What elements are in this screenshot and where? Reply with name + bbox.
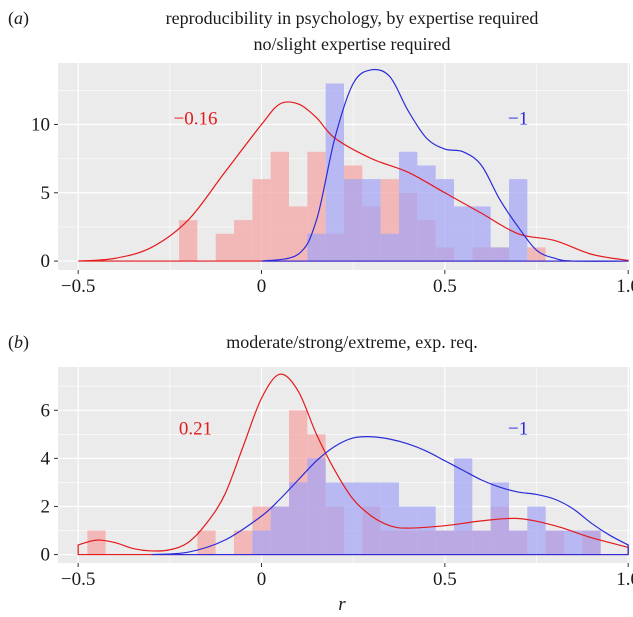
panel-a-blue-bar <box>380 233 399 262</box>
panel-b-red-density-curve <box>77 373 629 556</box>
panel-a-blue-bar <box>509 179 528 262</box>
panel-b-y-tick-label: 4 <box>41 448 51 469</box>
panel-a-red-bar <box>252 179 271 262</box>
panel-b-x-tick-label: 0 <box>257 569 267 590</box>
panel-b-x-tick-label: 1.0 <box>616 569 633 590</box>
panel-a-blue-bar <box>307 233 326 262</box>
panel-a-plot: −0.16 −1 −0.5 0 0.5 1.0 0 5 10 <box>31 63 633 297</box>
panel-b-label: (b) <box>8 332 29 353</box>
panel-b-red-bar <box>234 530 253 555</box>
panel-b-plot: 0.21 −1 −0.5 0 0.5 1.0 0 2 4 6 <box>41 367 633 590</box>
panel-a-x-tick-label: 0.5 <box>433 276 457 297</box>
panel-b-x-tick-label: 0.5 <box>433 569 457 590</box>
panel-b-blue-bar <box>307 458 326 555</box>
panel-b-blue-bar <box>289 482 308 555</box>
panel-b-blue-bar <box>252 530 271 555</box>
panel-a-blue-bar <box>417 165 436 262</box>
panel-b-blue-bar <box>380 482 399 555</box>
panel-a-title: reproducibility in psychology, by expert… <box>166 8 539 28</box>
panel-a-blue-annotation: −1 <box>508 108 528 129</box>
panel-b-blue-bar <box>344 482 363 555</box>
panel-a-blue-bar <box>472 206 491 262</box>
panel-a-red-annotation: −0.16 <box>174 108 218 129</box>
panel-b-y-tick-label: 6 <box>41 400 51 421</box>
panel-b-title: moderate/strong/extreme, exp. req. <box>226 332 477 352</box>
panel-a-blue-density-curve <box>261 68 629 262</box>
panel-b-blue-bar <box>325 482 344 555</box>
panel-b-red-bar <box>87 530 106 555</box>
x-axis-label: r <box>338 594 346 615</box>
panel-a-red-bar <box>270 151 289 262</box>
panel-a-red-bar <box>527 247 546 262</box>
panel-a-red-bar <box>179 220 198 262</box>
panel-b-blue-bar <box>399 506 418 555</box>
panel-b-blue-bar <box>270 506 289 555</box>
panel-b-blue-bar <box>582 530 601 555</box>
panel-a-blue-bar <box>362 179 381 262</box>
panel-a-y-tick-label: 10 <box>31 114 50 135</box>
panel-a-blue-bar <box>454 206 473 262</box>
panel-b-blue-bar <box>454 458 473 555</box>
panel-a-y-tick-label: 5 <box>41 183 51 204</box>
panel-a-red-bar <box>234 220 253 262</box>
panel-a-x-tick-label: 0 <box>257 276 267 297</box>
panel-b-blue-bar <box>509 530 528 555</box>
panel-a-red-bar <box>289 206 308 262</box>
panel-b: (b) moderate/strong/extreme, exp. req. 0… <box>8 332 633 590</box>
panel-b-x-tick-label: −0.5 <box>61 569 95 590</box>
panel-b-y-tick-label: 2 <box>41 496 51 517</box>
panel-b-blue-annotation: −1 <box>508 418 528 439</box>
panel-a-blue-bar <box>399 151 418 262</box>
panel-a-x-tick-label: −0.5 <box>61 276 95 297</box>
panel-a-subtitle: no/slight expertise required <box>254 34 451 54</box>
panel-a-blue-bar <box>325 83 344 262</box>
panel-b-blue-bar <box>545 530 564 555</box>
panel-b-blue-density-curve <box>151 436 629 556</box>
panel-a-y-tick-label: 0 <box>41 251 51 272</box>
panel-b-blue-bar <box>435 530 454 555</box>
panel-b-blue-bar <box>417 506 436 555</box>
panel-a-x-tick-label: 1.0 <box>616 276 633 297</box>
panel-a-red-density-curve <box>78 101 629 262</box>
panel-b-blue-bar <box>362 482 381 555</box>
panel-b-blue-bar <box>472 530 491 555</box>
panel-b-y-tick-label: 0 <box>41 545 51 566</box>
panel-a-blue-bar <box>435 179 454 262</box>
panel-b-blue-bar <box>564 530 583 555</box>
panel-a-blue-bar <box>490 247 509 262</box>
panel-a-blue-bar <box>344 179 363 262</box>
panel-b-blue-bar <box>527 506 546 555</box>
panel-b-red-bar <box>197 530 216 555</box>
panel-a-red-bar <box>215 233 234 262</box>
panel-a-label: (a) <box>8 8 29 29</box>
panel-b-red-annotation: 0.21 <box>179 418 212 439</box>
panel-a: (a) reproducibility in psychology, by ex… <box>8 8 633 297</box>
